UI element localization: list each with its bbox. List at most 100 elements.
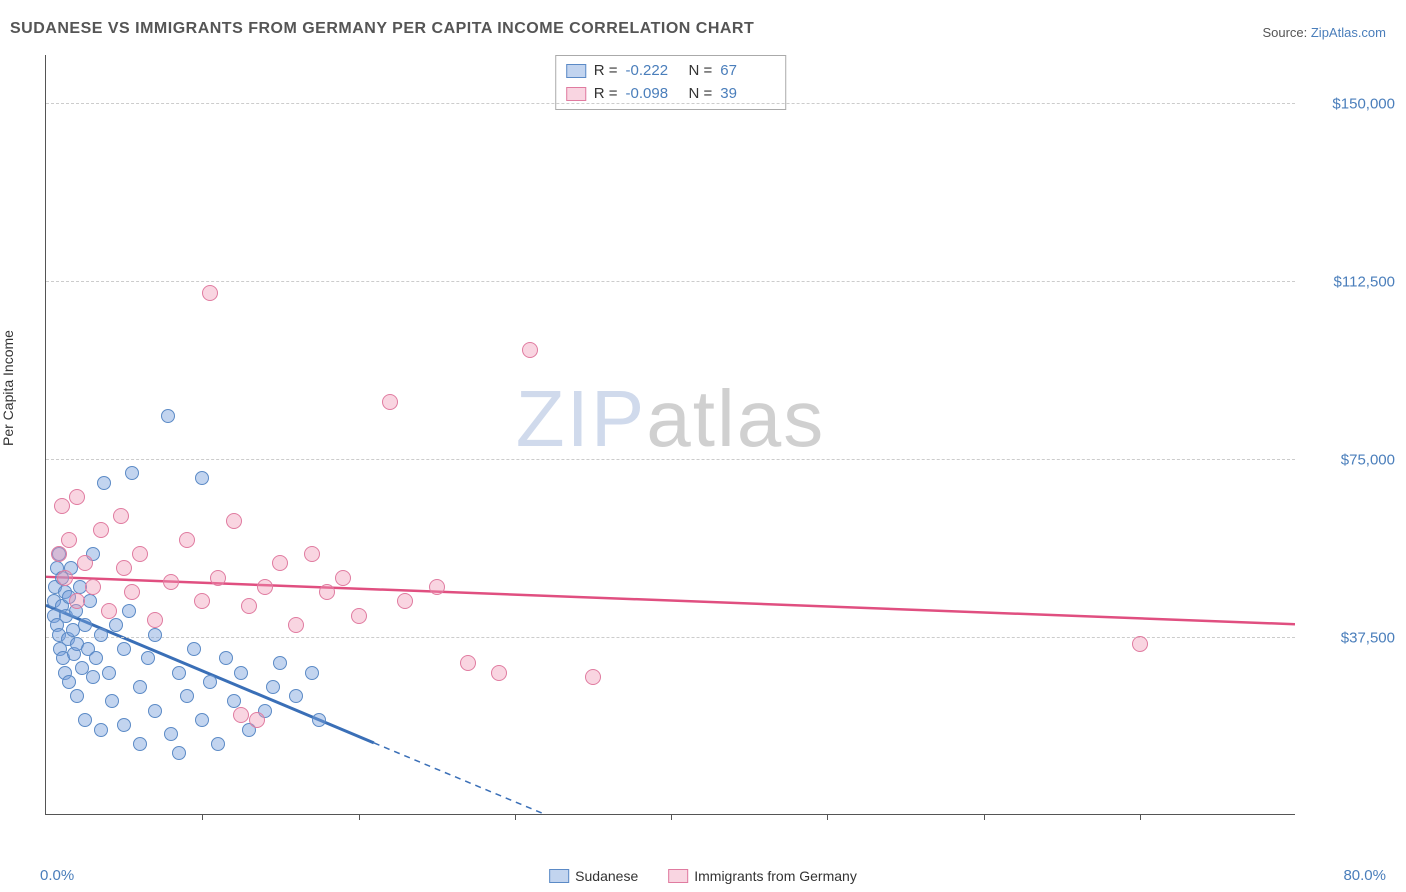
data-point [241, 598, 257, 614]
data-point [305, 666, 319, 680]
data-point [97, 476, 111, 490]
data-point [124, 584, 140, 600]
data-point [133, 737, 147, 751]
legend-swatch [668, 869, 688, 883]
stats-n-label: N = [689, 60, 713, 83]
y-axis-label: Per Capita Income [0, 330, 16, 446]
data-point [70, 689, 84, 703]
data-point [78, 713, 92, 727]
data-point [1132, 636, 1148, 652]
data-point [78, 618, 92, 632]
data-point [429, 579, 445, 595]
data-point [122, 604, 136, 618]
data-point [86, 670, 100, 684]
data-point [227, 694, 241, 708]
grid-line: $75,000 [46, 459, 1295, 460]
x-axis-end-label: 80.0% [1343, 867, 1386, 884]
watermark: ZIPatlas [516, 373, 825, 465]
data-point [94, 723, 108, 737]
data-point [187, 642, 201, 656]
grid-line: $112,500 [46, 281, 1295, 282]
data-point [202, 285, 218, 301]
x-tick [827, 814, 828, 820]
data-point [491, 665, 507, 681]
data-point [109, 618, 123, 632]
x-tick [202, 814, 203, 820]
data-point [161, 409, 175, 423]
legend-label: Sudanese [575, 868, 638, 884]
stats-r-value: -0.222 [626, 60, 681, 83]
source-prefix: Source: [1262, 25, 1310, 40]
data-point [54, 498, 70, 514]
data-point [62, 675, 76, 689]
data-point [172, 666, 186, 680]
y-tick-label: $112,500 [1305, 273, 1395, 290]
data-point [102, 666, 116, 680]
stats-r-label: R = [594, 60, 618, 83]
data-point [257, 579, 273, 595]
data-point [69, 593, 85, 609]
data-point [233, 707, 249, 723]
legend-label: Immigrants from Germany [694, 868, 857, 884]
source-attribution: Source: ZipAtlas.com [1262, 25, 1386, 40]
data-point [234, 666, 248, 680]
data-point [266, 680, 280, 694]
y-tick-label: $150,000 [1305, 95, 1395, 112]
data-point [148, 628, 162, 642]
y-tick-label: $75,000 [1305, 451, 1395, 468]
data-point [164, 727, 178, 741]
legend: Sudanese Immigrants from Germany [549, 868, 857, 884]
y-tick-label: $37,500 [1305, 629, 1395, 646]
data-point [585, 669, 601, 685]
data-point [179, 532, 195, 548]
data-point [113, 508, 129, 524]
data-point [203, 675, 217, 689]
data-point [163, 574, 179, 590]
data-point [522, 342, 538, 358]
x-tick [359, 814, 360, 820]
data-point [180, 689, 194, 703]
legend-item: Immigrants from Germany [668, 868, 857, 884]
data-point [117, 642, 131, 656]
watermark-zip: ZIP [516, 374, 646, 463]
data-point [132, 546, 148, 562]
data-point [219, 651, 233, 665]
data-point [289, 689, 303, 703]
data-point [272, 555, 288, 571]
stats-swatch [566, 87, 586, 101]
data-point [85, 579, 101, 595]
stats-swatch [566, 64, 586, 78]
data-point [94, 628, 108, 642]
data-point [312, 713, 326, 727]
data-point [148, 704, 162, 718]
data-point [249, 712, 265, 728]
stats-n-value: 67 [720, 60, 775, 83]
data-point [105, 694, 119, 708]
data-point [51, 546, 67, 562]
data-point [147, 612, 163, 628]
data-point [288, 617, 304, 633]
data-point [273, 656, 287, 670]
data-point [211, 737, 225, 751]
data-point [141, 651, 155, 665]
trend-line-extrapolated [374, 743, 749, 814]
data-point [195, 471, 209, 485]
data-point [125, 466, 139, 480]
data-point [319, 584, 335, 600]
data-point [226, 513, 242, 529]
data-point [460, 655, 476, 671]
data-point [172, 746, 186, 760]
source-link[interactable]: ZipAtlas.com [1311, 25, 1386, 40]
data-point [194, 593, 210, 609]
data-point [117, 718, 131, 732]
legend-item: Sudanese [549, 868, 638, 884]
data-point [61, 532, 77, 548]
data-point [397, 593, 413, 609]
data-point [77, 555, 93, 571]
grid-line: $150,000 [46, 103, 1295, 104]
legend-swatch [549, 869, 569, 883]
data-point [382, 394, 398, 410]
x-tick [984, 814, 985, 820]
data-point [304, 546, 320, 562]
x-tick [671, 814, 672, 820]
